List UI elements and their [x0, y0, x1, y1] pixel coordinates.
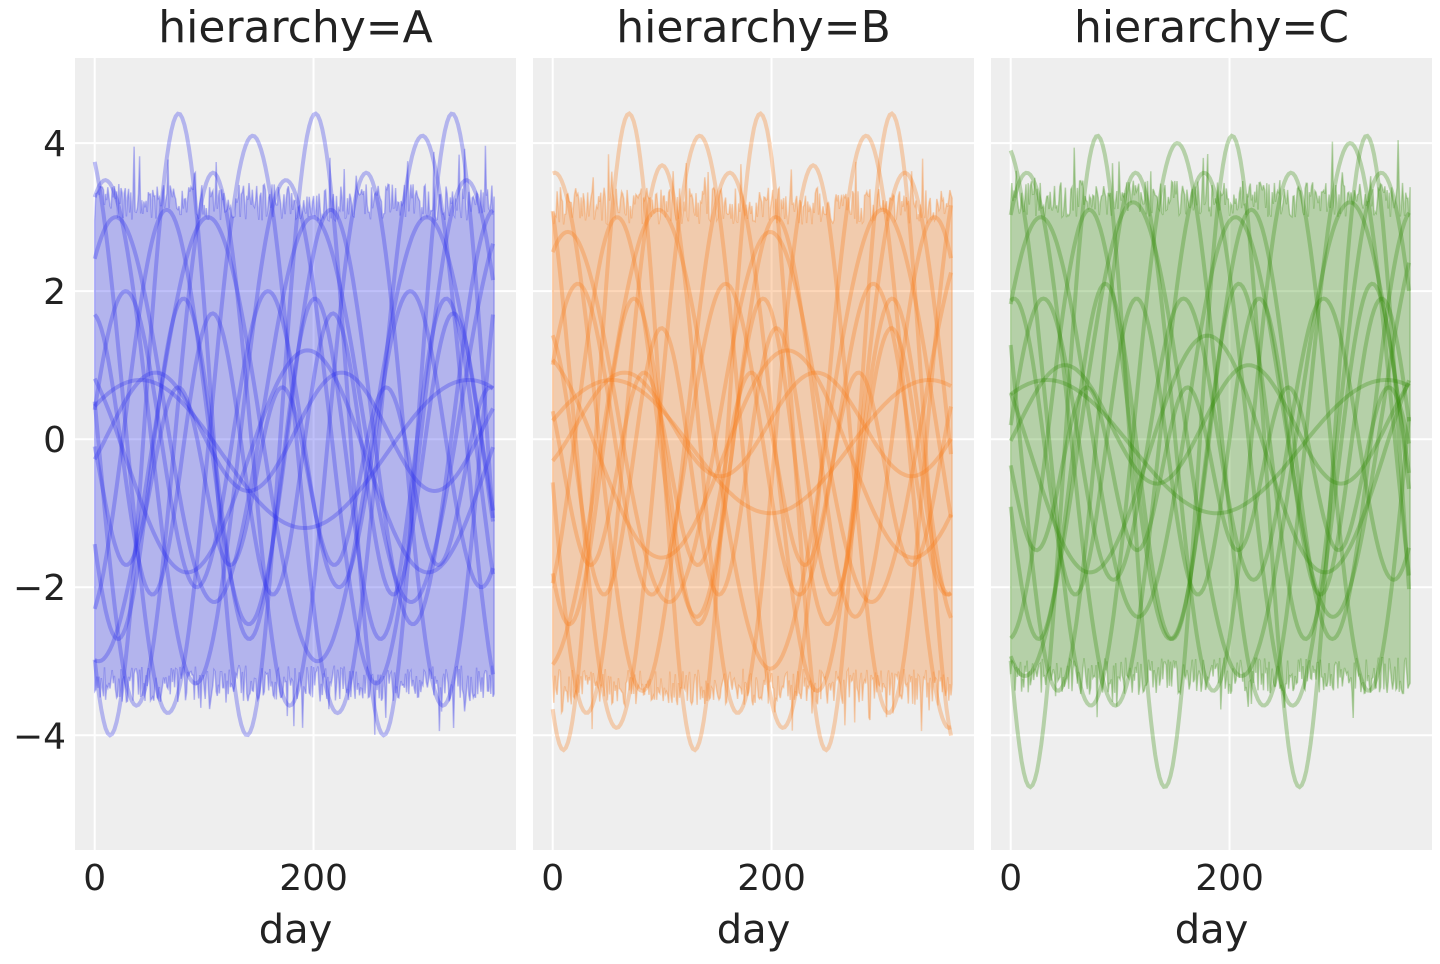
y-tick-label: −4: [13, 716, 66, 757]
y-tick-label: −2: [13, 568, 66, 609]
y-tick-label: 2: [43, 272, 66, 313]
panel-A: 0 200 hierarchy=A day: [75, 2, 516, 953]
sample-curve: [1008, 363, 1411, 486]
y-tick-label: 0: [43, 420, 66, 461]
sample-curve: [551, 207, 953, 671]
x-tick-label: 0: [541, 858, 564, 899]
sample-curve: [551, 348, 953, 560]
sample-curve: [551, 378, 952, 516]
sample-curve: [1008, 140, 1411, 708]
sample-curve: [1008, 385, 1411, 553]
sample-curve: [92, 177, 495, 686]
x-axis-label: day: [717, 907, 791, 953]
sample-curve: [550, 326, 952, 597]
panel-B: 0 200 hierarchy=B day: [533, 2, 974, 953]
sample-curve: [93, 378, 495, 530]
x-axis-label: day: [259, 907, 333, 953]
panel-title: hierarchy=A: [158, 2, 432, 53]
sample-curve: [92, 385, 495, 568]
sample-curve: [1008, 281, 1411, 642]
sample-curve: [1008, 296, 1411, 582]
sample-curve: [1009, 378, 1410, 516]
sample-curve: [92, 207, 495, 627]
hdi-band: [1009, 140, 1411, 719]
x-tick-label: 0: [83, 858, 106, 899]
x-tick-label: 200: [279, 858, 348, 899]
sample-curve: [1009, 296, 1411, 597]
x-axis-label: day: [1175, 907, 1249, 953]
panel-title: hierarchy=B: [616, 2, 891, 53]
sample-curve: [93, 311, 495, 597]
sample-curve: [550, 296, 953, 627]
sample-curve: [92, 170, 495, 708]
sample-curve: [1008, 215, 1411, 619]
panel-title: hierarchy=C: [1074, 2, 1349, 53]
sample-curve: [1008, 170, 1411, 708]
x-tick-label: 200: [737, 858, 806, 899]
sample-curve: [92, 296, 495, 641]
sample-curve: [552, 170, 953, 694]
sample-curve: [92, 370, 495, 494]
sample-curve: [550, 133, 952, 730]
hdi-band: [93, 145, 495, 735]
sample-curve: [92, 133, 495, 716]
panel-C: 0 200 hierarchy=C day: [991, 2, 1432, 953]
sample-curve: [1009, 207, 1411, 642]
sample-curve: [550, 214, 953, 619]
sample-curve: [551, 370, 953, 479]
sample-curve: [1008, 333, 1411, 575]
sample-curve: [92, 111, 495, 738]
x-tick-label: 0: [999, 858, 1022, 899]
sample-curve: [92, 348, 495, 575]
sample-curve: [92, 289, 495, 590]
x-tick-label: 200: [1195, 858, 1264, 899]
sample-curve: [550, 110, 953, 753]
sample-curve: [550, 370, 953, 568]
sample-curve: [92, 215, 495, 605]
sample-curve: [550, 229, 953, 605]
sample-curve: [550, 281, 953, 597]
sample-curve: [1008, 133, 1411, 790]
y-tick-label: 4: [43, 124, 66, 165]
hdi-band: [551, 154, 953, 732]
sample-curve: [93, 215, 495, 664]
plot-area: [533, 58, 974, 850]
sample-curve: [550, 163, 953, 715]
plot-area: [991, 58, 1432, 850]
sample-curve: [1008, 170, 1411, 693]
sample-curve: [1008, 200, 1411, 678]
plot-area: [75, 58, 516, 850]
